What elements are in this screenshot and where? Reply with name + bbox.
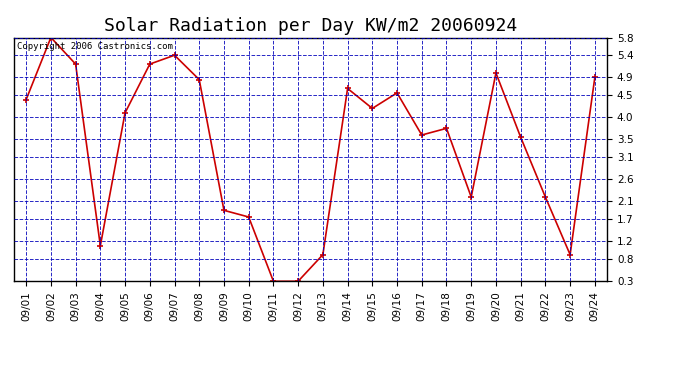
Text: Copyright 2006 Castronics.com: Copyright 2006 Castronics.com — [17, 42, 172, 51]
Title: Solar Radiation per Day KW/m2 20060924: Solar Radiation per Day KW/m2 20060924 — [104, 16, 517, 34]
